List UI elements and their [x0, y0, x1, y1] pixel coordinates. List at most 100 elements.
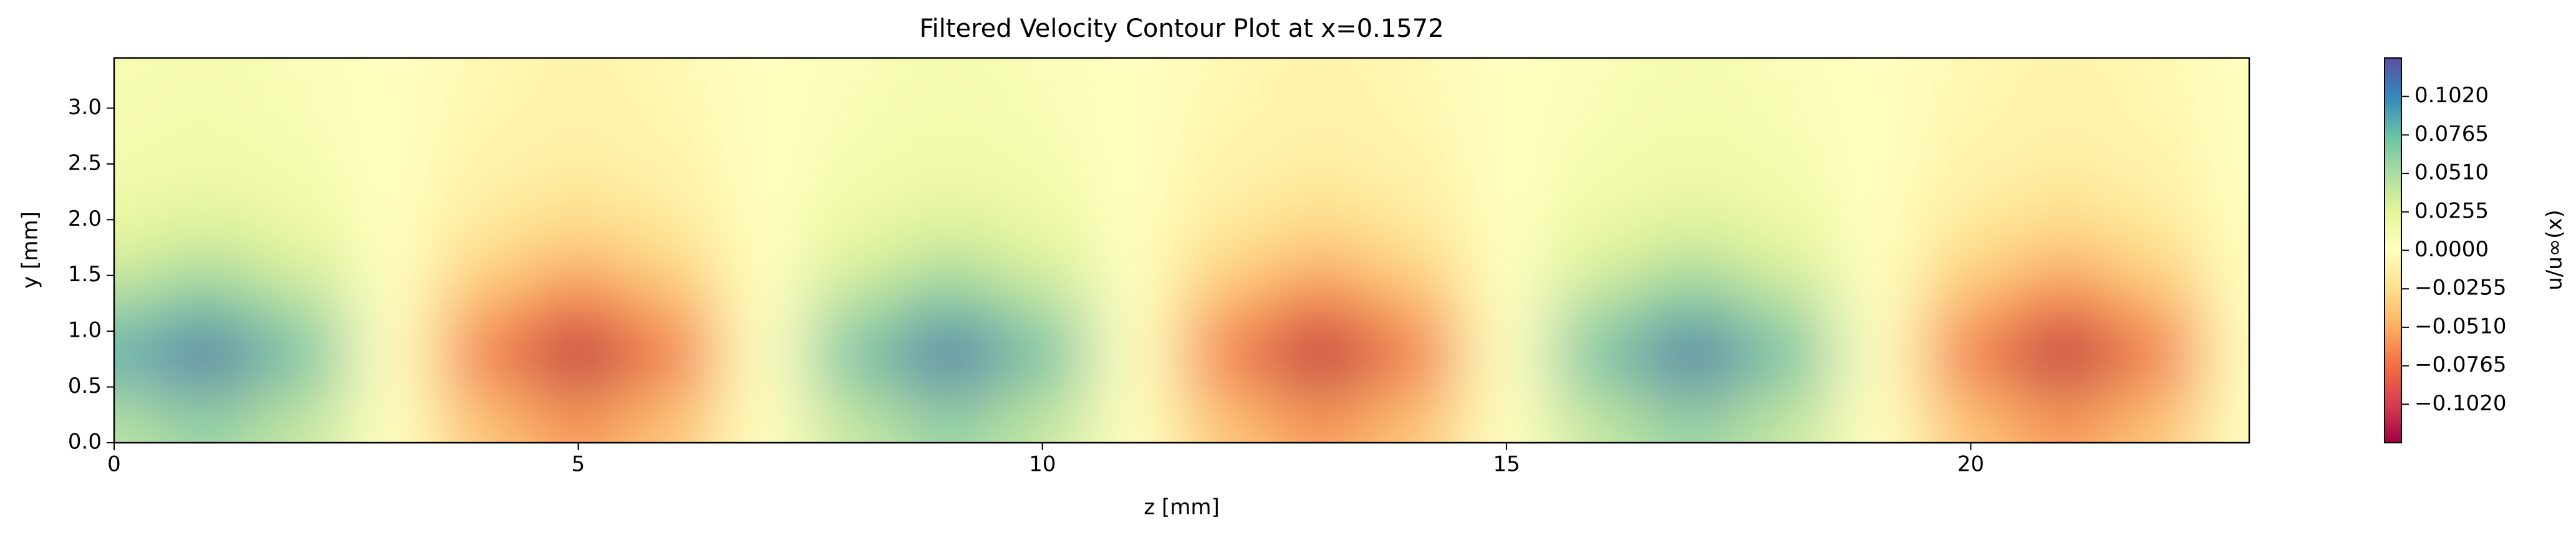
cell — [1646, 108, 1740, 165]
cell — [1460, 219, 1554, 276]
cell — [717, 108, 811, 165]
colorbar-tick-label: −0.0255 — [2414, 276, 2506, 301]
cell — [810, 275, 904, 332]
cell — [1274, 58, 1368, 109]
colorbar-tick-label: −0.0510 — [2414, 314, 2506, 339]
cell — [1367, 219, 1461, 276]
cell — [1553, 219, 1647, 276]
colorbar-tick-label: 0.1020 — [2414, 83, 2489, 108]
cell — [2202, 387, 2249, 443]
cell — [2017, 387, 2111, 443]
cell — [346, 108, 440, 165]
y-tick-label: 1.0 — [68, 318, 102, 343]
cell — [1089, 108, 1182, 165]
cell — [2202, 163, 2249, 221]
cell — [439, 387, 533, 443]
cell — [1089, 275, 1182, 332]
colorbar-tick-label: −0.0765 — [2414, 352, 2506, 377]
axes-frame — [113, 57, 2250, 444]
cell — [1553, 163, 1647, 221]
cell — [439, 275, 533, 332]
cell — [624, 108, 718, 165]
cell — [1182, 387, 1275, 443]
cell — [1646, 163, 1740, 221]
cell — [346, 275, 440, 332]
x-tick-label: 20 — [1957, 452, 1984, 477]
cell — [253, 58, 347, 109]
cell — [1274, 219, 1368, 276]
cell — [160, 58, 254, 109]
cell — [1924, 163, 2018, 221]
cell — [624, 275, 718, 332]
cell — [624, 58, 718, 109]
cell — [903, 331, 997, 388]
cell — [114, 58, 162, 109]
cell — [717, 58, 811, 109]
cell — [253, 219, 347, 276]
cell — [1460, 275, 1554, 332]
cell — [1924, 219, 2018, 276]
cell — [1739, 219, 1833, 276]
cell — [996, 275, 1090, 332]
cell — [531, 163, 625, 221]
y-tick-label: 3.0 — [68, 95, 102, 120]
cell — [717, 275, 811, 332]
cell — [1831, 275, 1925, 332]
cell — [1924, 275, 2018, 332]
cell — [624, 387, 718, 443]
cell — [439, 331, 533, 388]
cell — [2017, 219, 2111, 276]
cell — [903, 275, 997, 332]
cell — [253, 331, 347, 388]
cell — [253, 163, 347, 221]
y-tick-label: 2.5 — [68, 150, 102, 175]
x-tick-label: 15 — [1493, 452, 1520, 477]
cell — [114, 331, 162, 388]
cell — [160, 275, 254, 332]
cell — [1924, 331, 2018, 388]
colorbar — [2384, 57, 2402, 443]
cell — [810, 219, 904, 276]
cell — [2110, 387, 2204, 443]
cell — [253, 108, 347, 165]
cell — [1831, 331, 1925, 388]
cell — [2202, 219, 2249, 276]
cell — [1274, 275, 1368, 332]
colorbar-tick-label: 0.0765 — [2414, 122, 2489, 147]
cell — [1089, 163, 1182, 221]
colorbar-tick-label: 0.0510 — [2414, 160, 2489, 185]
cell — [717, 331, 811, 388]
cell — [1367, 108, 1461, 165]
cell — [253, 387, 347, 443]
cell — [810, 387, 904, 443]
cell — [1460, 163, 1554, 221]
cell — [114, 163, 162, 221]
cell — [1553, 108, 1647, 165]
cell — [114, 275, 162, 332]
cell — [160, 108, 254, 165]
cell — [1089, 331, 1182, 388]
cell — [1646, 387, 1740, 443]
cell — [1274, 163, 1368, 221]
cell — [531, 58, 625, 109]
cell — [531, 387, 625, 443]
cell — [2017, 163, 2111, 221]
cell — [346, 163, 440, 221]
cell — [1367, 163, 1461, 221]
y-tick-label: 0.5 — [68, 374, 102, 398]
cell — [996, 58, 1090, 109]
cell — [160, 163, 254, 221]
cell — [903, 219, 997, 276]
cell — [810, 163, 904, 221]
cell — [717, 219, 811, 276]
cell — [717, 387, 811, 443]
cell — [531, 108, 625, 165]
cell — [2202, 275, 2249, 332]
cell — [531, 331, 625, 388]
cell — [1274, 387, 1368, 443]
cell — [1182, 219, 1275, 276]
cell — [810, 331, 904, 388]
cell — [1460, 387, 1554, 443]
cell — [346, 219, 440, 276]
cell — [439, 163, 533, 221]
